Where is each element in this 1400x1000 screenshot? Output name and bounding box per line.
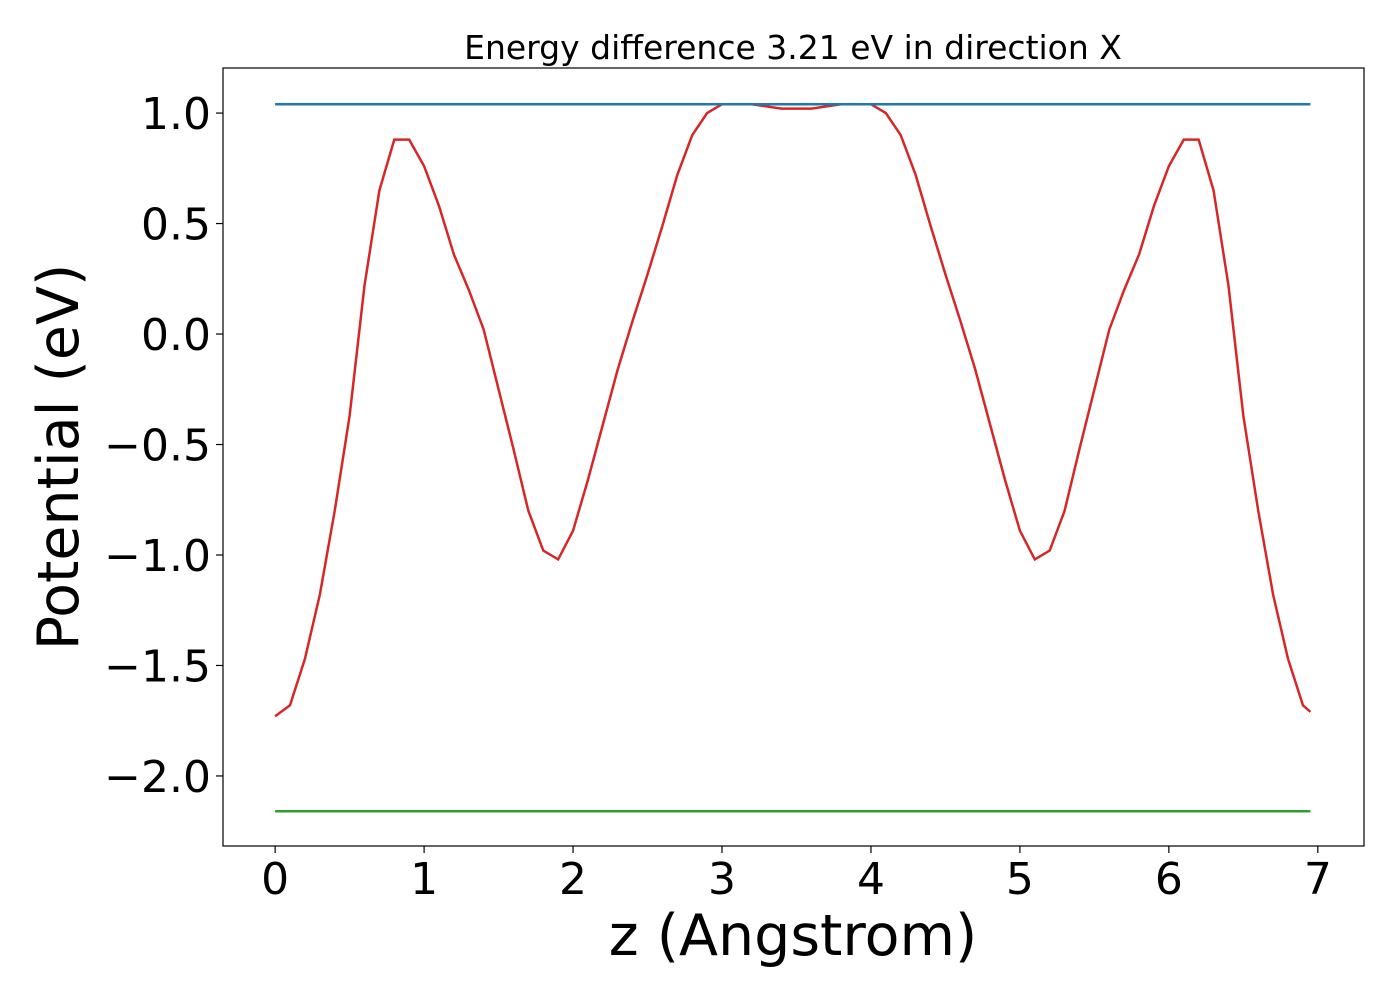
y-tick-label: −0.5: [104, 421, 211, 472]
y-tick-label: −1.0: [104, 531, 211, 582]
y-tick-label: 0.0: [141, 310, 211, 361]
y-tick-label: 0.5: [141, 200, 211, 251]
x-tick-label: 2: [559, 854, 587, 905]
plot-frame: [222, 67, 1365, 847]
x-tick-label: 4: [857, 854, 885, 905]
x-tick-label: 1: [410, 854, 438, 905]
x-tick-label: 3: [708, 854, 736, 905]
y-axis-label: Potential (eV): [26, 264, 92, 650]
x-tick-label: 6: [1155, 854, 1183, 905]
line: [274, 102, 1312, 718]
x-tick-label: 5: [1006, 854, 1034, 905]
chart-title: Energy difference 3.21 eV in direction X: [464, 28, 1122, 67]
x-tick-label: 7: [1304, 854, 1332, 905]
x-axis-label: z (Angstrom): [609, 903, 977, 969]
y-tick-label: −1.5: [104, 641, 211, 692]
x-tick-label: 0: [261, 854, 289, 905]
y-tick-label: 1.0: [141, 89, 211, 140]
y-tick-label: −2.0: [104, 752, 211, 803]
